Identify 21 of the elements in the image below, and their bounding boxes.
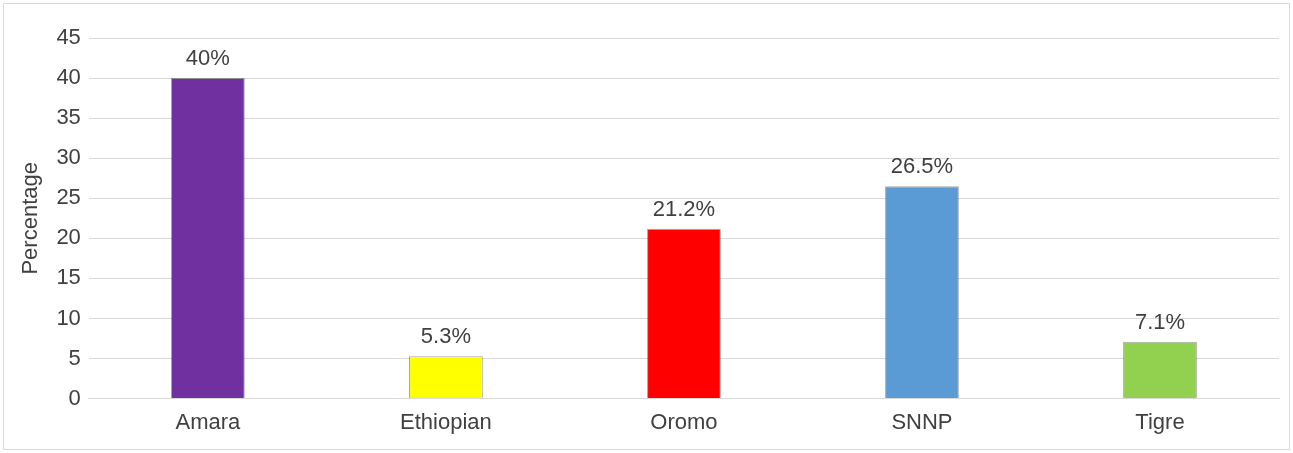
x-tick-label: Amara bbox=[175, 408, 242, 434]
x-tick-label: SNNP bbox=[891, 408, 953, 434]
data-label: 21.2% bbox=[652, 195, 716, 221]
x-tick-label: Oromo bbox=[650, 408, 718, 434]
data-label: 7.1% bbox=[1134, 308, 1186, 334]
y-tick-label: 5 bbox=[68, 344, 81, 370]
y-tick-label: 0 bbox=[68, 384, 81, 410]
y-tick-label: 40 bbox=[56, 64, 81, 90]
y-axis-title: Percentage bbox=[17, 162, 43, 275]
x-tick-label: Ethiopian bbox=[400, 408, 492, 434]
data-label: 5.3% bbox=[420, 323, 471, 349]
y-tick-label: 35 bbox=[56, 104, 81, 130]
y-tick-label: 20 bbox=[56, 224, 81, 250]
x-tick-label: Tigre bbox=[1135, 408, 1185, 434]
y-tick-label: 25 bbox=[56, 184, 81, 210]
y-tick-label: 30 bbox=[56, 144, 81, 170]
y-tick-label: 45 bbox=[56, 24, 81, 50]
data-label: 40% bbox=[185, 45, 230, 71]
y-tick-label: 15 bbox=[56, 264, 81, 290]
y-tick-label: 10 bbox=[56, 304, 81, 330]
data-label: 26.5% bbox=[890, 153, 954, 179]
